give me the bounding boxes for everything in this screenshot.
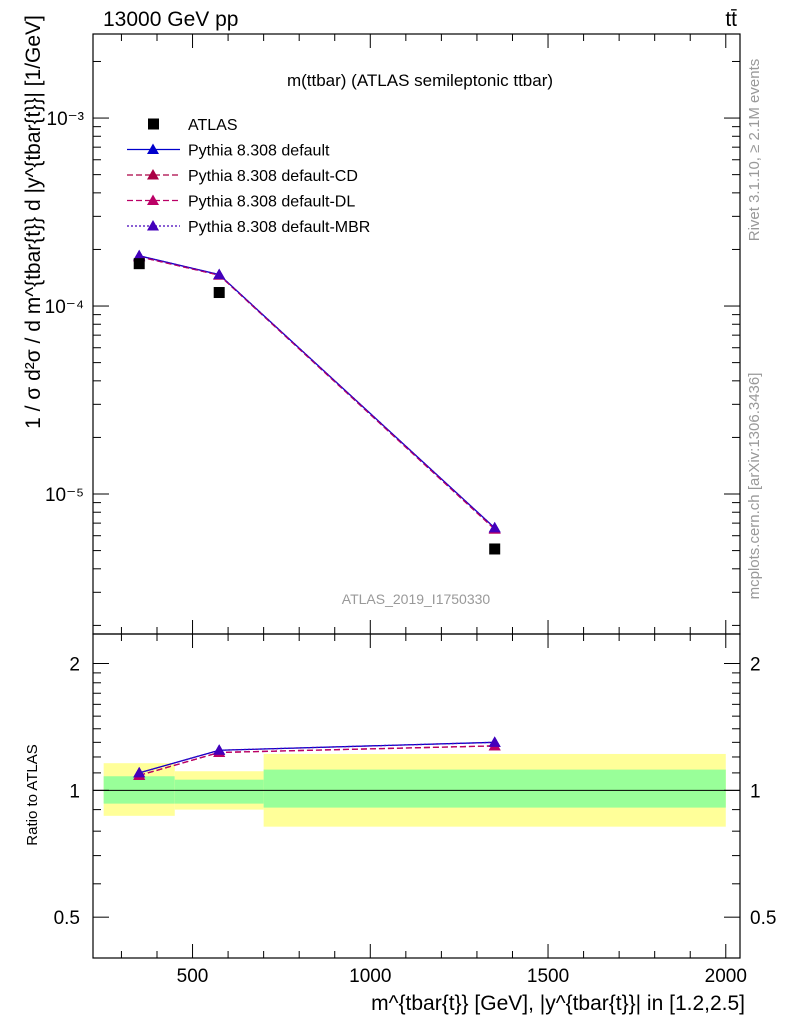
analysis-watermark: ATLAS_2019_I1750330 bbox=[342, 591, 491, 607]
series-line-mbr bbox=[139, 255, 496, 529]
ratio-y-tick-label: 0.5 bbox=[54, 908, 80, 929]
ratio-marker-mbr bbox=[488, 736, 501, 747]
ratio-y-tick-label: 2 bbox=[69, 655, 80, 676]
data-point bbox=[213, 287, 225, 299]
ratio-frame bbox=[92, 633, 741, 959]
ratio-band-inner bbox=[174, 779, 264, 804]
x-tick-label: 1500 bbox=[527, 966, 569, 987]
y-tick-label: 10⁻³ bbox=[47, 109, 85, 130]
x-tick-label: 1000 bbox=[349, 966, 391, 987]
x-tick-label: 500 bbox=[177, 966, 209, 987]
energy-label: 13000 GeV pp bbox=[103, 8, 238, 31]
legend-label: Pythia 8.308 default-MBR bbox=[188, 219, 370, 236]
series-marker-mbr bbox=[488, 521, 501, 533]
legend-marker-default bbox=[147, 143, 159, 154]
y-axis-label: 1 / σ d²σ / d m^{tbar{t}} d |y^{tbar{t}}… bbox=[22, 15, 45, 429]
series-line-dl bbox=[139, 256, 496, 530]
legend-label: Pythia 8.308 default bbox=[188, 143, 330, 160]
legend-marker-cd bbox=[147, 169, 159, 180]
legend-marker-dl bbox=[147, 194, 159, 205]
ratio-y-axis-label: Ratio to ATLAS bbox=[24, 744, 41, 845]
data-point bbox=[489, 543, 501, 555]
legend: ATLAS Pythia 8.308 default Pythia 8.308 de… bbox=[127, 117, 370, 236]
series-marker-mbr bbox=[213, 268, 226, 280]
legend-marker-data bbox=[148, 118, 159, 130]
series-marker-mbr bbox=[133, 249, 146, 261]
legend-label: ATLAS bbox=[188, 117, 238, 134]
ratio-y-tick-label: 1 bbox=[69, 781, 80, 802]
data-point bbox=[133, 258, 145, 270]
legend-label: Pythia 8.308 default-DL bbox=[188, 194, 355, 211]
ratio-panel: 500 1000 1500 2000 0.5 0.5 1 1 2 2 bbox=[54, 34, 776, 987]
ratio-y-tick-label-right: 0.5 bbox=[750, 908, 776, 929]
plot-title: m(ttbar) (ATLAS semileptonic ttbar) bbox=[287, 71, 553, 90]
legend-label: Pythia 8.308 default-CD bbox=[188, 168, 358, 185]
y-tick-label: 10⁻⁵ bbox=[45, 485, 84, 506]
rivet-label: Rivet 3.1.10, ≥ 2.1M events bbox=[746, 59, 763, 242]
ratio-marker-mbr bbox=[213, 744, 226, 755]
ratio-band-inner bbox=[263, 769, 726, 808]
legend-marker-mbr bbox=[147, 220, 159, 231]
series-line-default bbox=[139, 255, 496, 529]
ratio-marker-mbr bbox=[133, 766, 146, 778]
process-label: tt̄ bbox=[725, 8, 737, 31]
mcplots-label: mcplots.cern.ch [arXiv:1306.3436] bbox=[746, 373, 763, 600]
x-tick-label: 2000 bbox=[705, 966, 747, 987]
series-line-cd bbox=[139, 256, 496, 530]
ratio-y-tick-label-right: 1 bbox=[750, 781, 761, 802]
x-axis-label: m^{tbar{t}} [GeV], |y^{tbar{t}}| in [1.2… bbox=[371, 992, 745, 1015]
ratio-y-tick-label-right: 2 bbox=[750, 655, 761, 676]
y-tick-label: 10⁻⁴ bbox=[45, 297, 84, 318]
